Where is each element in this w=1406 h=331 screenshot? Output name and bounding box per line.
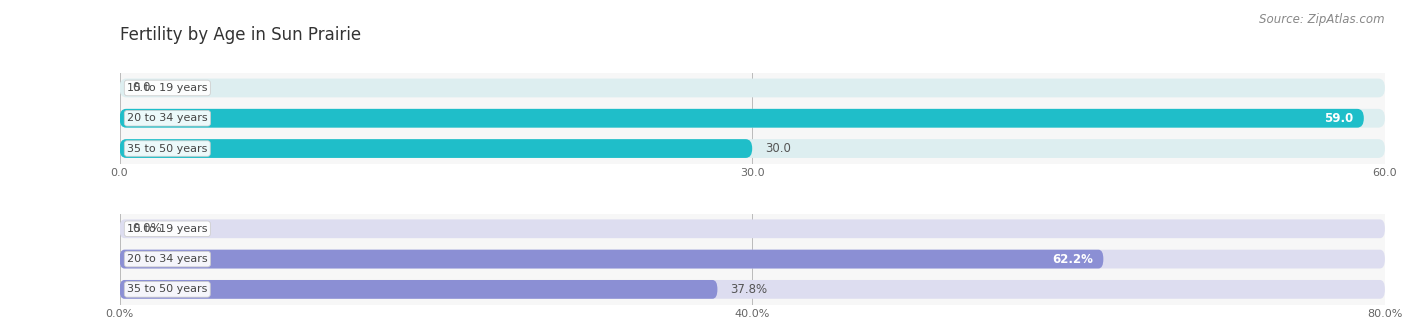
FancyBboxPatch shape <box>120 250 1385 268</box>
FancyBboxPatch shape <box>120 139 1385 158</box>
FancyBboxPatch shape <box>120 109 1385 128</box>
FancyBboxPatch shape <box>120 109 1364 128</box>
Text: 35 to 50 years: 35 to 50 years <box>127 144 208 154</box>
FancyBboxPatch shape <box>120 250 1104 268</box>
Text: 62.2%: 62.2% <box>1052 253 1094 265</box>
Text: 20 to 34 years: 20 to 34 years <box>127 254 208 264</box>
Text: 37.8%: 37.8% <box>730 283 768 296</box>
Text: 15 to 19 years: 15 to 19 years <box>127 224 208 234</box>
Text: 0.0: 0.0 <box>132 81 150 94</box>
FancyBboxPatch shape <box>120 219 1385 238</box>
Text: 30.0: 30.0 <box>765 142 790 155</box>
Text: Fertility by Age in Sun Prairie: Fertility by Age in Sun Prairie <box>120 26 360 44</box>
Text: 59.0: 59.0 <box>1324 112 1354 125</box>
FancyBboxPatch shape <box>120 280 717 299</box>
FancyBboxPatch shape <box>120 139 752 158</box>
FancyBboxPatch shape <box>120 78 1385 97</box>
Text: 15 to 19 years: 15 to 19 years <box>127 83 208 93</box>
Text: 0.0%: 0.0% <box>132 222 162 235</box>
Text: 35 to 50 years: 35 to 50 years <box>127 284 208 294</box>
Text: Source: ZipAtlas.com: Source: ZipAtlas.com <box>1260 13 1385 26</box>
Text: 20 to 34 years: 20 to 34 years <box>127 113 208 123</box>
FancyBboxPatch shape <box>120 280 1385 299</box>
